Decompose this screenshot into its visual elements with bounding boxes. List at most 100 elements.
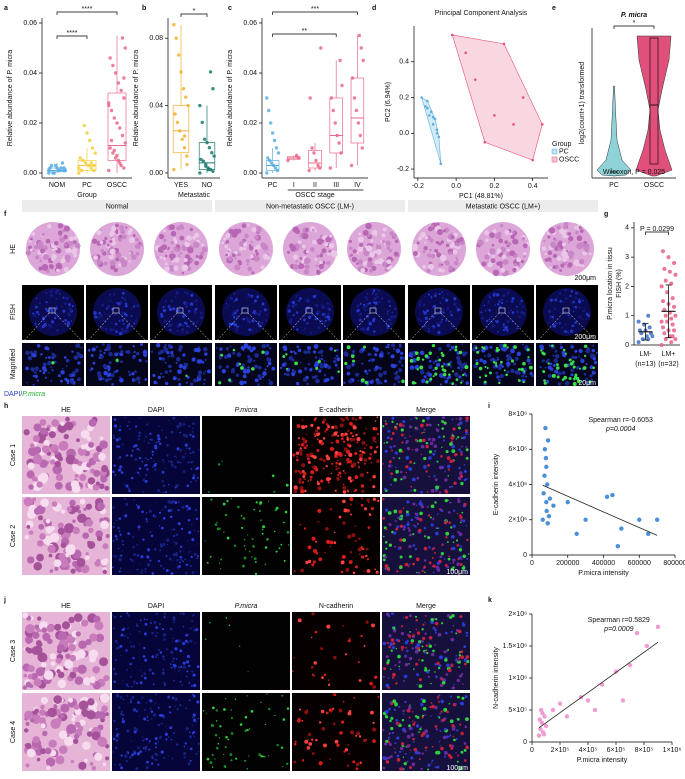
image-texture [175,483,179,488]
data-point [660,299,665,304]
image-texture [412,722,416,726]
zoom-box [241,307,249,314]
image-texture [163,638,166,641]
image-texture [307,362,311,366]
image-texture [31,232,36,236]
image-texture [180,640,182,642]
image-texture [362,261,368,266]
image-texture [434,663,437,666]
image-texture [243,545,246,547]
image-texture [450,755,452,758]
image-texture [112,539,115,543]
image-texture [176,309,180,312]
image-texture [73,355,79,360]
image-texture [97,316,101,320]
image-texture [221,368,227,374]
image-texture [385,739,389,743]
image-texture [317,351,321,354]
image-texture [327,306,330,309]
image-texture [65,454,76,465]
image-texture [390,343,396,348]
image-texture [115,746,118,749]
image-texture [118,428,122,432]
image-texture [465,429,468,432]
image-texture [29,248,33,252]
image-texture [357,465,361,468]
image-texture [99,240,104,245]
image-texture [436,229,443,236]
image-texture [393,545,396,548]
image-texture [50,426,57,433]
data-point [546,514,552,519]
image-texture [355,767,359,771]
data-point [185,154,189,158]
data-point [565,499,570,505]
image-texture [446,565,450,569]
image-texture [261,532,264,535]
image-texture [113,370,117,374]
image-texture [174,500,178,504]
image-texture [63,356,67,359]
image-texture [448,766,450,769]
image-texture [246,263,249,266]
image-texture [391,612,394,616]
image-texture [399,538,403,542]
image-texture [192,427,195,430]
image-texture [292,453,296,457]
image-texture [519,303,521,305]
image-texture [459,421,463,425]
image-texture [158,511,162,514]
data-point [118,126,122,130]
image-texture [58,317,61,319]
image-texture [116,642,119,645]
image-texture [157,723,161,727]
chart-title: P. micra [621,12,647,19]
image-texture [572,324,575,328]
y-tick-label: 2 [625,283,629,290]
image-texture [460,519,463,522]
image-texture [187,461,190,464]
data-point [55,166,59,170]
image-texture [578,298,581,301]
data-point [198,171,202,175]
image-texture [233,300,236,303]
image-texture [520,259,525,264]
image-texture [133,553,137,557]
image-texture [580,357,582,360]
image-texture [31,476,37,482]
image-texture [32,249,35,252]
image-texture [296,456,298,458]
image-texture [71,484,81,494]
y-tick-label: 2×10⁶ [508,517,527,524]
image-texture [183,751,187,755]
image-texture [330,441,334,445]
image-texture [57,527,65,535]
data-point [78,156,82,160]
image-texture [93,615,101,623]
data-point [673,313,678,318]
image-texture [192,422,195,425]
data-point [610,492,615,498]
image-texture [380,296,384,300]
image-texture [146,619,148,621]
image-texture [40,748,47,755]
image-texture [345,416,349,420]
image-texture [499,305,502,309]
image-texture [408,656,413,661]
image-texture [321,248,327,254]
image-texture [257,383,260,386]
image-texture [442,439,445,442]
image-texture [503,270,510,276]
image-texture [357,246,364,252]
image-texture [150,457,152,460]
image-texture [355,433,358,437]
image-texture [511,311,515,314]
image-texture [304,710,309,715]
image-texture [25,635,33,644]
image-texture [72,371,76,375]
image-texture [50,320,55,324]
image-texture [183,756,186,759]
x-tick-label: 0.4 [528,183,538,190]
image-texture [321,420,325,424]
image-texture [418,659,420,661]
